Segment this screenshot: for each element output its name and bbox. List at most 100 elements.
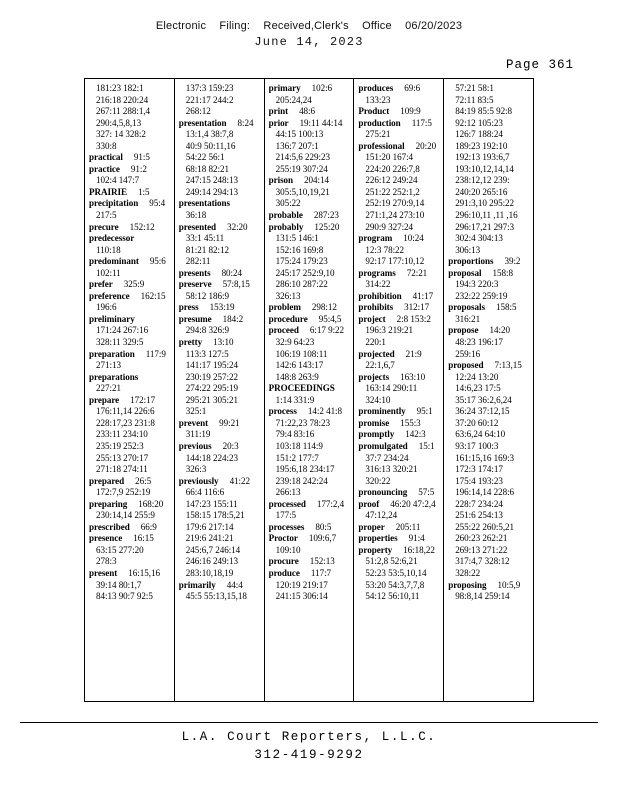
index-headword: prior <box>268 117 289 128</box>
index-page-line-refs: 192:13 193:6,7 <box>455 152 510 163</box>
index-headword-entry: prohibits 312:17 <box>358 302 441 314</box>
index-headword: presentation <box>178 117 227 128</box>
index-page-line-refs: 286:10 287:22 <box>275 279 328 290</box>
footer-company: L.A. Court Reporters, L.L.C. <box>181 730 437 744</box>
index-reference-line: 290:9 327:24 <box>358 222 441 234</box>
index-page-line-refs: 110:18 <box>96 244 121 255</box>
index-reference-line: 245:17 252:9,10 <box>269 268 352 280</box>
index-headword-entry: project 2:8 153:2 <box>358 314 441 326</box>
index-headword-entry: prison 204:14 <box>269 175 352 187</box>
index-headword-entry: professional 20:20 <box>358 141 441 153</box>
index-page-line-refs: 48:6 <box>299 106 316 117</box>
index-page-line-refs: 84:19 85:5 92:8 <box>455 106 513 117</box>
index-headword-entry: preliminary <box>89 314 172 326</box>
index-reference-line: 271:18 274:11 <box>89 464 172 476</box>
index-reference-line: 12:24 13:20 <box>448 372 531 384</box>
index-headword: precipitation <box>89 198 139 209</box>
index-page-line-refs: 240:20 265:16 <box>455 186 508 197</box>
index-page-line-refs: 255:19 307:24 <box>275 163 328 174</box>
index-reference-line: 330:8 <box>89 141 172 153</box>
index-headword-entry: previously 41:22 <box>179 476 262 488</box>
index-page-line-refs: 235:19 252:3 <box>96 440 144 451</box>
index-page-line-refs: 177:2,4 <box>316 498 345 509</box>
index-page-line-refs: 238:12,12 239: <box>455 175 510 186</box>
index-page-line-refs: 103:18 114:9 <box>275 440 323 451</box>
index-headword: proposing <box>448 579 487 590</box>
index-headword-entry: proceed 6:17 9:22 <box>269 325 352 337</box>
index-headword-entry: produces 69:6 <box>358 83 441 95</box>
index-headword-entry: print 48:6 <box>269 106 352 118</box>
index-reference-line: 36:24 37:12,15 <box>448 406 531 418</box>
index-page-line-refs: 312:17 <box>404 302 430 313</box>
index-reference-line: 136:7 207:1 <box>269 141 352 153</box>
index-reference-line: 152:16 169:8 <box>269 245 352 257</box>
index-reference-line: 48:23 196:17 <box>448 337 531 349</box>
index-reference-line: 328:11 329:5 <box>89 337 172 349</box>
index-reference-line: 54:12 56:10,11 <box>358 591 441 603</box>
index-reference-line: 305:22 <box>269 198 352 210</box>
page-number: Page 361 <box>505 58 574 72</box>
index-reference-line: 196:14,14 228:6 <box>448 487 531 499</box>
index-reference-line: 151:20 167:4 <box>358 152 441 164</box>
index-reference-line: 22:1,6,7 <box>358 360 441 372</box>
index-reference-line: 227:21 <box>89 383 172 395</box>
index-page-line-refs: 36:18 <box>185 210 207 221</box>
index-reference-line: 54:22 56:1 <box>179 152 262 164</box>
index-page-line-refs: 302:4 304:13 <box>455 233 503 244</box>
index-headword: prepared <box>89 475 125 486</box>
index-page-line-refs: 252:19 270:9,14 <box>365 198 425 209</box>
index-page-line-refs: 275:21 <box>365 129 391 140</box>
index-page-line-refs: 168:20 <box>138 498 164 509</box>
index-page-line-refs: 204:14 <box>304 175 330 186</box>
index-reference-line: 251:22 252:1,2 <box>358 187 441 199</box>
index-headword: processes <box>268 521 305 532</box>
index-page-line-refs: 133:23 <box>365 94 391 105</box>
index-page-line-refs: 14:6,23 17:5 <box>455 383 501 394</box>
index-headword: practical <box>89 152 123 163</box>
index-page-line-refs: 152:16 169:8 <box>275 244 324 255</box>
index-page-line-refs: 41:22 <box>229 475 251 486</box>
index-reference-line: 72:11 83:5 <box>448 95 531 107</box>
index-headword-entry: preparation 117:9 <box>89 349 172 361</box>
index-page-line-refs: 255:22 260:5,21 <box>455 521 515 532</box>
index-page-line-refs: 33:1 45:11 <box>185 233 225 244</box>
index-headword-entry: preparations <box>89 372 172 384</box>
index-page-line-refs: 255:13 270:17 <box>96 452 149 463</box>
index-headword-entry: previous 20:3 <box>179 441 262 453</box>
index-reference-line: 44:15 100:13 <box>269 129 352 141</box>
index-page-line-refs: 151:2 177:7 <box>275 452 319 463</box>
index-page-line-refs: 16:15,16 <box>128 567 160 578</box>
index-headword-entry: prior 19:11 44:14 <box>269 118 352 130</box>
index-headword-entry: proposal 158:8 <box>448 268 531 280</box>
index-page-line-refs: 14:20 <box>489 325 511 336</box>
index-headword: prominently <box>358 406 406 417</box>
index-reference-line: 326:3 <box>179 464 262 476</box>
index-headword: proposal <box>448 267 482 278</box>
index-headword: previous <box>178 440 212 451</box>
index-page-line-refs: 305:5,10,19,21 <box>275 186 330 197</box>
index-reference-line: 110:18 <box>89 245 172 257</box>
index-page-line-refs: 161:15,16 169:3 <box>455 452 515 463</box>
index-headword: Product <box>358 106 390 117</box>
index-headword: program <box>358 233 393 244</box>
index-headword-entry: prevent 99:21 <box>179 418 262 430</box>
index-page-line-refs: 268:12 <box>185 106 211 117</box>
index-headword-entry: predominant 95:6 <box>89 256 172 268</box>
index-reference-line: 296:10,11 ,11 ,16 <box>448 210 531 222</box>
index-reference-line: 252:19 270:9,14 <box>358 198 441 210</box>
index-headword: produce <box>268 567 300 578</box>
index-headword-entry: presented 32:20 <box>179 222 262 234</box>
index-page-line-refs: 148:8 263:9 <box>275 371 319 382</box>
index-page-line-refs: 109:6,7 <box>308 533 337 544</box>
index-headword-entry: press 153:19 <box>179 302 262 314</box>
index-reference-line: 230:19 257:22 <box>179 372 262 384</box>
index-reference-line: 176:11,14 226:6 <box>89 406 172 418</box>
index-headword: promise <box>358 417 390 428</box>
index-page-line-refs: 158:15 178:5,21 <box>185 510 245 521</box>
index-page-line-refs: 142:3 <box>405 429 426 440</box>
index-reference-line: 328:22 <box>448 568 531 580</box>
index-reference-line: 13:1,4 38:7,8 <box>179 129 262 141</box>
index-page-line-refs: 81:21 82:12 <box>185 244 229 255</box>
index-page-line-refs: 32:9 64:23 <box>275 337 315 348</box>
index-reference-line: 259:16 <box>448 349 531 361</box>
